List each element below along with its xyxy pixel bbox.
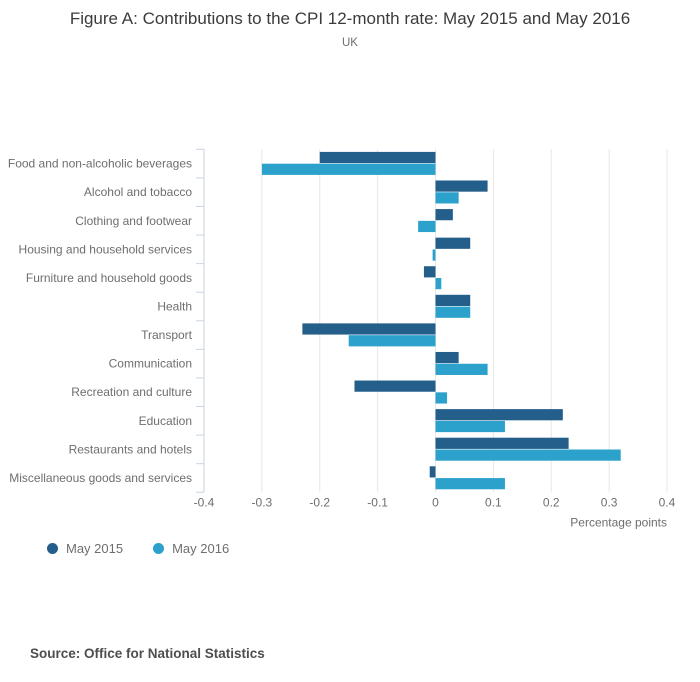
x-tick-label: 0.2 <box>543 495 560 509</box>
category-label: Education <box>139 414 192 428</box>
legend-label: May 2015 <box>66 541 124 556</box>
chart-legend: May 2015 May 2016 <box>47 541 229 556</box>
bar-may-2016 <box>435 420 505 433</box>
bar-may-2016 <box>435 306 471 318</box>
x-tick-label: 0.4 <box>659 495 676 509</box>
legend-item-may-2016[interactable]: May 2016 <box>153 541 229 556</box>
x-tick-label: -0.3 <box>252 495 273 509</box>
bar-may-2015 <box>302 323 436 335</box>
legend-item-may-2015[interactable]: May 2015 <box>47 541 123 556</box>
category-label: Food and non-alcoholic beverages <box>8 157 192 171</box>
x-tick-label: -0.4 <box>194 495 215 509</box>
x-tick-label: 0.1 <box>485 495 502 509</box>
bar-may-2015 <box>435 437 569 449</box>
bar-may-2016 <box>435 392 448 404</box>
bar-may-2016 <box>435 449 621 461</box>
bar-may-2015 <box>354 380 436 392</box>
chart-subtitle: UK <box>342 37 358 49</box>
bar-may-2015 <box>435 294 471 306</box>
bar-may-2016 <box>435 192 459 204</box>
category-label: Alcohol and tobacco <box>84 185 192 199</box>
category-label: Clothing and footwear <box>75 214 192 228</box>
category-label: Housing and household services <box>19 242 192 256</box>
bar-may-2016 <box>261 163 436 175</box>
bar-may-2016 <box>435 278 442 290</box>
legend-marker-icon <box>47 543 58 554</box>
category-label: Recreation and culture <box>71 385 192 399</box>
chart-title: Figure A: Contributions to the CPI 12-mo… <box>69 9 631 28</box>
bar-may-2015 <box>435 180 488 192</box>
bar-chart: Food and non-alcoholic beverages Alcohol … <box>8 148 676 529</box>
legend-label: May 2016 <box>172 541 230 556</box>
bar-may-2015 <box>435 351 459 364</box>
category-label: Health <box>157 299 192 313</box>
x-tick-label: 0.3 <box>601 495 618 509</box>
category-label: Furniture and household goods <box>26 271 192 285</box>
bar-may-2016 <box>435 478 505 490</box>
x-axis-title: Percentage points <box>570 515 667 529</box>
bar-may-2015 <box>319 151 436 164</box>
category-label: Communication <box>109 357 192 371</box>
bar-may-2016 <box>432 249 436 261</box>
category-label: Miscellaneous goods and services <box>9 471 192 485</box>
bar-may-2016 <box>418 220 436 233</box>
bar-may-2015 <box>435 237 471 249</box>
bar-may-2016 <box>348 335 436 347</box>
bar-may-2015 <box>429 466 436 478</box>
legend-marker-icon <box>153 543 165 554</box>
bar-may-2015 <box>435 409 563 421</box>
source-note: Source: Office for National Statistics <box>30 646 265 661</box>
x-tick-label: -0.2 <box>309 495 330 509</box>
x-tick-label: -0.1 <box>367 495 388 509</box>
bar-may-2015 <box>423 266 436 278</box>
category-label: Transport <box>141 328 193 342</box>
bar-may-2015 <box>435 209 453 221</box>
category-label: Restaurants and hotels <box>69 442 192 456</box>
x-tick-label: 0 <box>432 495 439 509</box>
bar-may-2016 <box>435 363 488 375</box>
